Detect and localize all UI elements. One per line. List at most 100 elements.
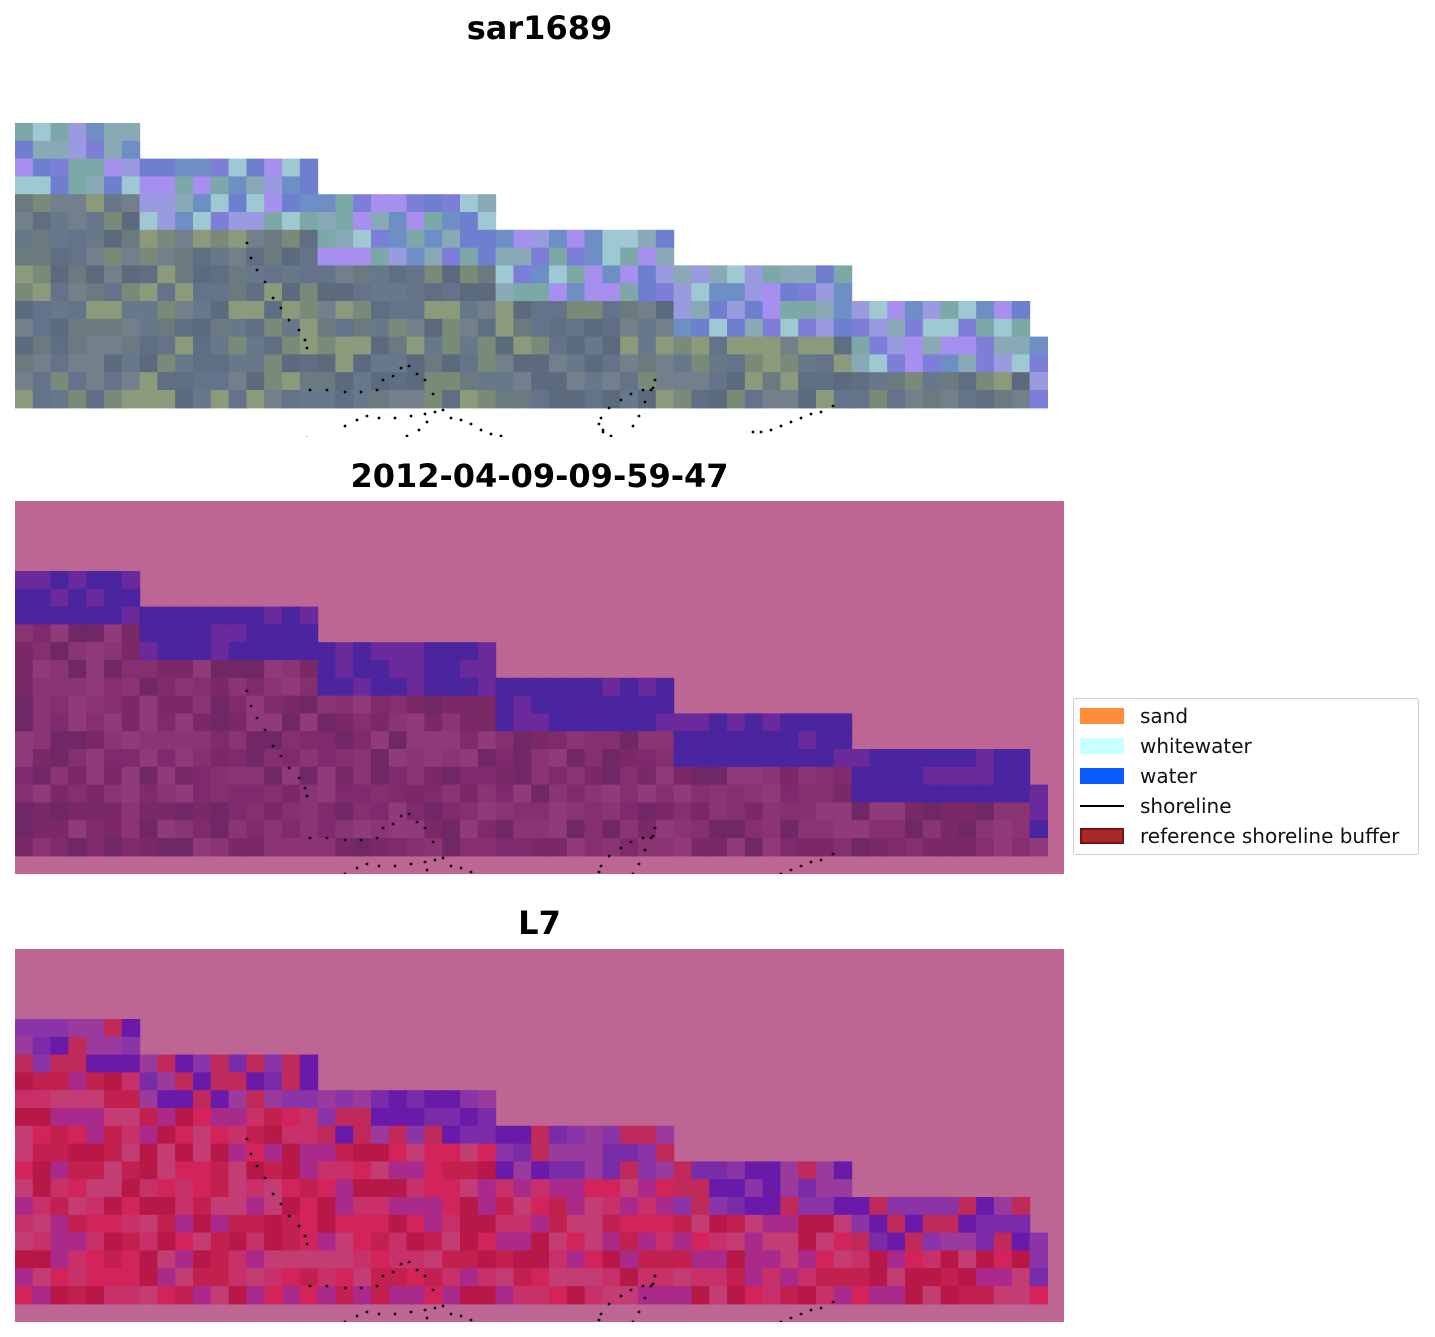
- pixel: [32, 1179, 52, 1198]
- pixel: [513, 336, 532, 355]
- pixel: [655, 731, 675, 750]
- pixel: [139, 212, 158, 231]
- pixel: [210, 1125, 230, 1145]
- shoreline-point: [303, 338, 307, 342]
- pixel: [335, 820, 354, 839]
- whitewater-swatch: [1080, 738, 1124, 754]
- pixel: [121, 318, 141, 338]
- pixel: [50, 229, 69, 249]
- pixel: [442, 802, 461, 821]
- pixel: [994, 1232, 1013, 1251]
- shoreline-point: [607, 854, 611, 858]
- pixel: [86, 194, 105, 213]
- pixel: [673, 1268, 692, 1287]
- pixel: [976, 318, 995, 338]
- pixel: [32, 784, 52, 803]
- pixel: [655, 1286, 675, 1305]
- pixel: [299, 1232, 319, 1251]
- pixel: [282, 731, 301, 750]
- pixel: [1011, 1214, 1031, 1234]
- pixel: [264, 1161, 283, 1180]
- pixel: [477, 660, 497, 679]
- pixel: [50, 1197, 69, 1216]
- pixel: [157, 766, 176, 786]
- pixel: [50, 247, 69, 266]
- pixel: [388, 229, 408, 249]
- pixel: [442, 749, 461, 768]
- shoreline-point: [377, 416, 381, 420]
- pixel: [68, 176, 87, 195]
- pixel: [388, 265, 408, 284]
- pixel: [317, 265, 336, 284]
- pixel: [317, 354, 336, 373]
- pixel: [32, 1108, 52, 1127]
- pixel: [851, 336, 870, 355]
- pixel: [371, 194, 390, 213]
- pixel: [121, 660, 141, 679]
- pixel: [193, 318, 212, 338]
- pixel: [940, 1286, 959, 1305]
- pixel: [388, 1232, 408, 1251]
- pixel: [86, 766, 105, 786]
- pixel: [655, 265, 675, 284]
- pixel: [602, 1161, 621, 1180]
- pixel: [50, 1268, 69, 1287]
- pixel: [477, 318, 497, 338]
- pixel: [157, 301, 176, 320]
- pixel: [549, 318, 568, 338]
- pixel: [228, 1286, 247, 1305]
- pixel: [549, 802, 568, 821]
- pixel: [335, 1090, 354, 1109]
- pixel: [424, 194, 443, 213]
- pixel: [566, 1161, 586, 1180]
- pixel: [335, 1143, 354, 1162]
- pixel: [655, 784, 675, 803]
- pixel: [869, 1286, 888, 1305]
- pixel: [388, 194, 408, 213]
- pixel: [477, 1161, 497, 1180]
- pixel: [424, 660, 443, 679]
- pixel: [157, 784, 176, 803]
- pixel: [86, 247, 105, 266]
- pixel: [193, 265, 212, 284]
- pixel: [175, 731, 194, 750]
- pixel: [762, 731, 781, 750]
- pixel: [691, 390, 710, 409]
- pixel: [406, 1143, 425, 1162]
- shoreline-point: [819, 858, 823, 862]
- pixel: [620, 1161, 639, 1180]
- pixel: [282, 784, 301, 803]
- pixel: [246, 1179, 265, 1198]
- shoreline-point: [407, 1260, 411, 1264]
- pixel: [299, 265, 319, 284]
- pixel: [299, 372, 319, 391]
- pixel: [958, 784, 977, 803]
- pixel: [246, 1143, 265, 1162]
- pixel: [388, 731, 408, 750]
- pixel: [353, 820, 372, 839]
- pixel: [1011, 318, 1031, 338]
- pixel: [851, 354, 870, 373]
- pixel: [727, 1232, 746, 1251]
- pixel: [193, 194, 212, 213]
- pixel: [32, 247, 52, 266]
- pixel: [32, 1197, 52, 1216]
- pixel: [50, 1019, 69, 1038]
- pixel: [104, 194, 123, 213]
- pixel: [371, 838, 390, 857]
- pixel: [246, 1250, 265, 1269]
- pixel: [851, 1232, 870, 1251]
- pixel: [1029, 390, 1048, 409]
- pixel: [353, 372, 372, 391]
- pixel: [655, 1197, 675, 1216]
- pixel: [477, 1143, 497, 1162]
- pixel: [495, 336, 514, 355]
- pixel: [460, 1125, 479, 1145]
- pixel: [816, 372, 835, 391]
- pixel: [798, 784, 817, 803]
- pixel: [15, 642, 34, 661]
- shoreline-point: [271, 296, 275, 300]
- pixel: [406, 336, 425, 355]
- pixel: [68, 1250, 87, 1269]
- pixel: [442, 1268, 461, 1287]
